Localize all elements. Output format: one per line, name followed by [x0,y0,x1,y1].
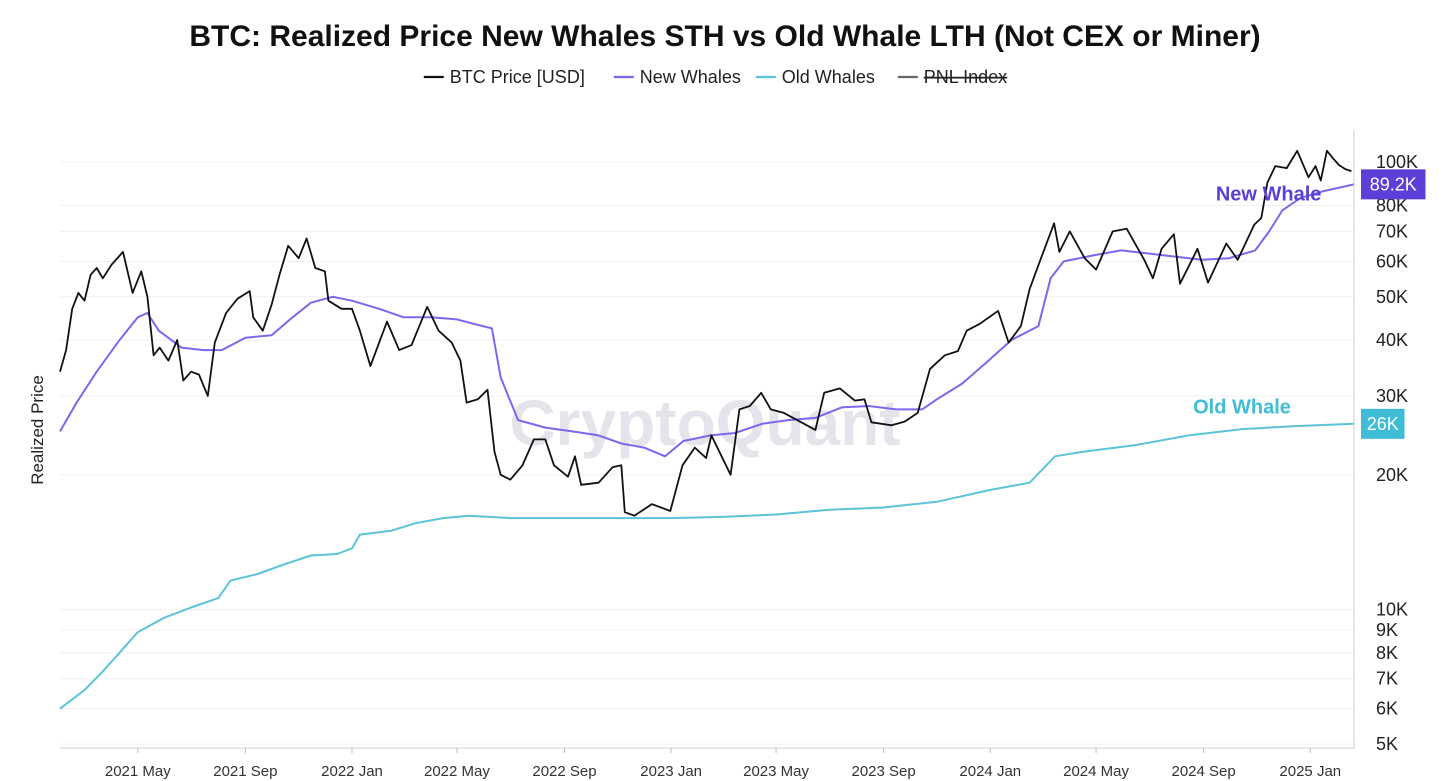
x-tick-3: 2022 May [424,763,490,780]
y-tick-100K: 100K [1376,152,1418,172]
y-tick-40K: 40K [1376,330,1408,350]
badge-bg-0 [1361,169,1426,200]
x-tick-9: 2024 May [1063,763,1129,780]
series-group [59,149,1355,710]
y-tick-80K: 80K [1376,195,1408,215]
value-badges: 89.2K 26K [1361,169,1426,439]
y-tick-7K: 7K [1376,669,1398,689]
legend: BTC Price [USD] New Whales Old Whales PNL I… [423,67,1007,87]
y-tick-30K: 30K [1376,386,1408,406]
legend-label-3: PNL Index [924,67,1007,87]
grid-lines [60,161,1354,745]
x-tick-4: 2022 Sep [532,763,596,780]
y-tick-8K: 8K [1376,643,1398,663]
watermark: CryptoQuant [509,387,900,459]
legend-label-2: Old Whales [782,67,875,87]
x-tick-10: 2024 Sep [1171,763,1235,780]
y-tick-5K: 5K [1376,734,1398,754]
y-tick-70K: 70K [1376,221,1408,241]
legend-label-1: New Whales [640,67,741,87]
y-axis-label: Realized Price [28,375,47,485]
x-tick-2: 2022 Jan [321,763,383,780]
y-tick-20K: 20K [1376,465,1408,485]
x-tick-6: 2023 May [743,763,809,780]
x-tick-1: 2021 Sep [213,763,277,780]
annotation-0: New Whale [1216,184,1322,206]
badge-bg-1 [1361,408,1405,439]
annotations: New Whale Old Whale [1193,184,1321,419]
x-tick-0: 2021 May [105,763,171,780]
badge-label-1: 26K [1367,414,1399,434]
x-tick-labels: 2021 May 2021 Sep 2022 Jan 2022 May 2022 Sep… [105,748,1341,780]
chart-title: BTC: Realized Price New Whales STH vs Ol… [189,20,1260,53]
y-tick-60K: 60K [1376,251,1408,271]
y-tick-6K: 6K [1376,699,1398,719]
x-tick-5: 2023 Jan [640,763,702,780]
series-line-new-whales [59,183,1355,458]
x-tick-8: 2024 Jan [959,763,1021,780]
y-tick-10K: 10K [1376,599,1408,619]
x-tick-11: 2025 Jan [1279,763,1341,780]
legend-label-0: BTC Price [USD] [450,67,585,87]
annotation-1: Old Whale [1193,397,1291,419]
y-tick-50K: 50K [1376,287,1408,307]
y-tick-9K: 9K [1376,620,1398,640]
series-line-old-whales [59,422,1355,710]
badge-label-0: 89.2K [1370,174,1417,194]
x-tick-7: 2023 Sep [851,763,915,780]
series-line-btc-price-usd [59,149,1352,517]
